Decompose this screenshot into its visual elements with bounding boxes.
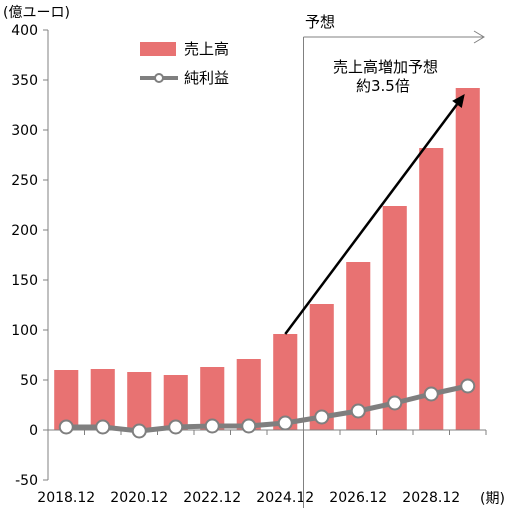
y-tick-label: 250 [11, 173, 38, 189]
net-income-series-line [66, 383, 469, 434]
revenue-bar [236, 359, 261, 430]
net-income-point [168, 419, 184, 435]
x-axis-unit-label: (期) [480, 491, 505, 507]
revenue-bar [309, 304, 334, 430]
x-tick-label: 2024.12 [256, 490, 314, 506]
x-axis: 2018.12 2020.12 2022.12 2024.12 2026.12 2028.… [37, 490, 460, 506]
y-tick-label: 350 [11, 73, 38, 89]
y-tick-label: 400 [11, 23, 38, 39]
y-tick-label: 150 [11, 273, 38, 289]
y-tick-label: 200 [11, 223, 38, 239]
net-income-point [350, 403, 366, 419]
net-income-point [58, 419, 74, 435]
revenue-bar [419, 148, 444, 430]
legend-net-income-label: 純利益 [184, 69, 229, 87]
net-income-point [423, 386, 439, 402]
forecast-marker: 予想 [303, 13, 485, 508]
net-income-point [131, 423, 147, 439]
forecast-arrow-head [473, 30, 485, 44]
y-tick-label: -50 [15, 473, 38, 489]
net-income-point [314, 409, 330, 425]
revenue-bar [127, 372, 152, 430]
growth-arrow-head [452, 94, 465, 109]
net-income-point [241, 418, 257, 434]
net-income-point [387, 395, 403, 411]
y-axis: -50 0 50 100 150 200 250 300 350 400 [11, 23, 48, 489]
legend: 売上高 純利益 [140, 40, 229, 87]
x-tick-label: 2018.12 [37, 490, 95, 506]
y-axis-unit-label: (億ユーロ) [3, 5, 70, 21]
net-income-point [460, 378, 476, 394]
revenue-bar [455, 88, 480, 430]
net-income-point [95, 419, 111, 435]
legend-revenue-label: 売上高 [184, 40, 229, 58]
x-tick-label: 2022.12 [183, 490, 241, 506]
revenue-bar [346, 262, 371, 430]
revenue-bars [54, 88, 480, 430]
legend-revenue-swatch [140, 42, 176, 56]
growth-annotation: 売上高増加予想 約3.5倍 [284, 58, 465, 335]
y-tick-label: 50 [20, 373, 38, 389]
net-income-point [277, 415, 293, 431]
annotation-line-2: 約3.5倍 [356, 77, 410, 95]
growth-arrow-shaft [284, 103, 458, 335]
forecast-label: 予想 [305, 13, 335, 31]
x-tick-label: 2020.12 [110, 490, 168, 506]
x-tick-label: 2026.12 [329, 490, 387, 506]
y-tick-label: 0 [29, 423, 38, 439]
revenue-bar [382, 206, 407, 430]
y-tick-label: 300 [11, 123, 38, 139]
legend-net-income-marker [154, 73, 164, 83]
net-income-point [204, 418, 220, 434]
y-tick-label: 100 [11, 323, 38, 339]
x-tick-label: 2028.12 [402, 490, 460, 506]
revenue-bar [273, 334, 298, 430]
net-income-line [58, 378, 476, 439]
annotation-line-1: 売上高増加予想 [333, 58, 438, 76]
